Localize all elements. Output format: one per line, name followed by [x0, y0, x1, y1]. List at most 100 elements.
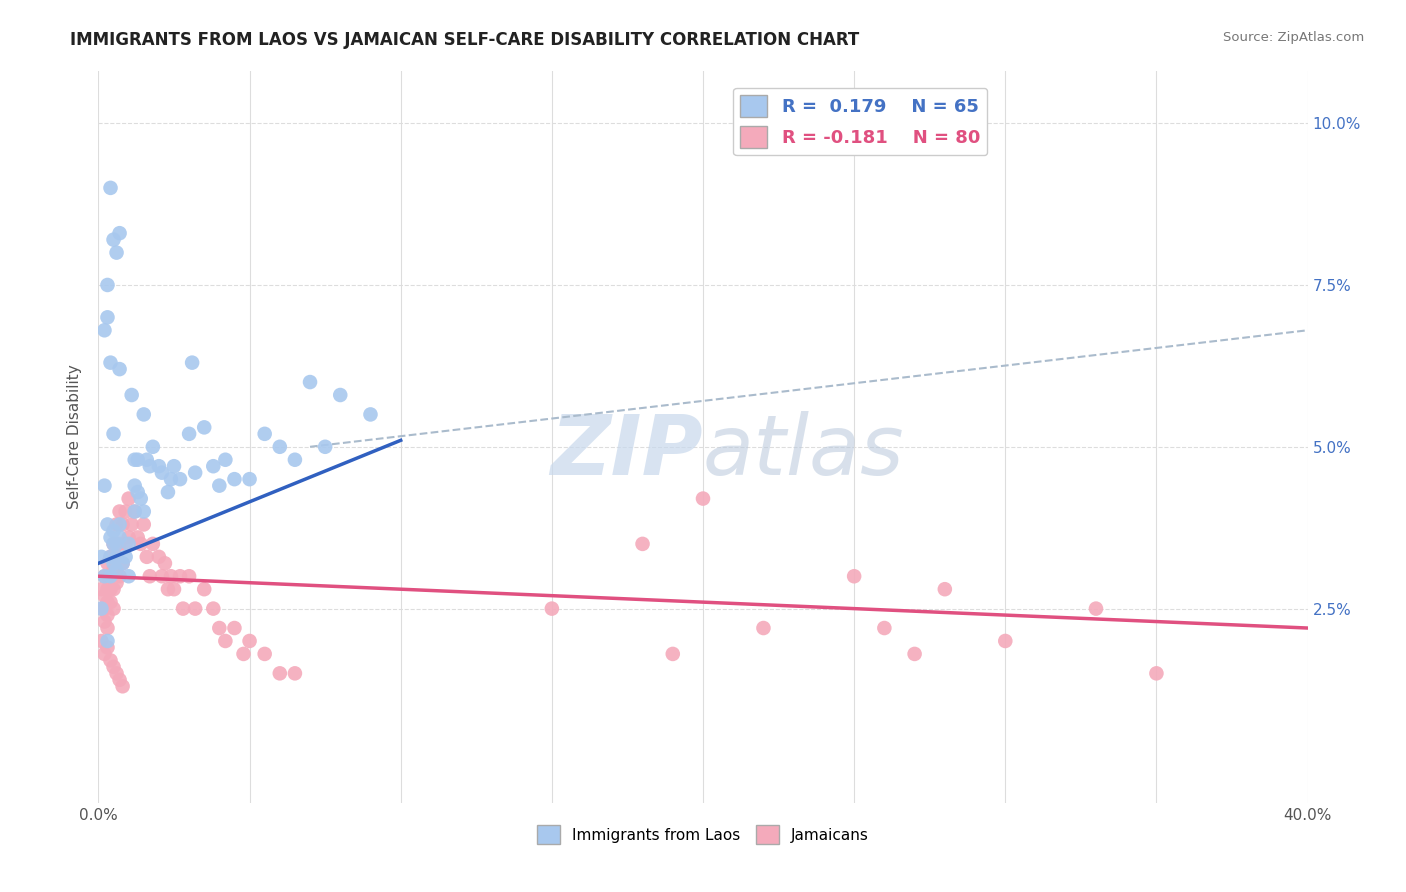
Point: [904, 647, 927, 661]
Point: [108, 226, 131, 240]
Point: [90, 582, 112, 597]
Point: [111, 557, 134, 571]
Point: [96, 595, 118, 609]
Point: [253, 647, 276, 661]
Point: [108, 517, 131, 532]
Point: [181, 356, 204, 370]
Point: [100, 181, 122, 195]
Point: [93, 478, 115, 492]
Point: [103, 426, 125, 441]
Point: [118, 569, 141, 583]
Point: [299, 375, 322, 389]
Point: [105, 549, 128, 564]
Point: [100, 653, 122, 667]
Point: [150, 466, 173, 480]
Point: [90, 634, 112, 648]
Point: [118, 537, 141, 551]
Point: [105, 575, 128, 590]
Point: [90, 549, 112, 564]
Point: [127, 530, 149, 544]
Point: [114, 549, 136, 564]
Point: [111, 517, 134, 532]
Point: [100, 569, 122, 583]
Point: [103, 601, 125, 615]
Point: [239, 634, 262, 648]
Point: [163, 459, 186, 474]
Point: [661, 647, 683, 661]
Point: [232, 647, 254, 661]
Point: [179, 426, 201, 441]
Point: [100, 595, 122, 609]
Point: [96, 640, 118, 655]
Point: [111, 679, 134, 693]
Point: [1085, 601, 1108, 615]
Point: [934, 582, 956, 597]
Point: [360, 408, 382, 422]
Point: [127, 485, 149, 500]
Text: Source: ZipAtlas.com: Source: ZipAtlas.com: [1223, 31, 1364, 45]
Point: [142, 537, 165, 551]
Point: [96, 621, 118, 635]
Point: [121, 388, 143, 402]
Point: [202, 601, 225, 615]
Point: [135, 452, 157, 467]
Point: [129, 491, 152, 506]
Point: [160, 472, 183, 486]
Point: [179, 569, 201, 583]
Point: [103, 660, 125, 674]
Point: [93, 589, 115, 603]
Point: [118, 530, 141, 544]
Point: [100, 582, 122, 597]
Point: [148, 549, 170, 564]
Point: [111, 557, 134, 571]
Point: [692, 491, 714, 506]
Point: [127, 452, 149, 467]
Point: [90, 601, 112, 615]
Point: [202, 459, 225, 474]
Point: [96, 557, 118, 571]
Point: [631, 537, 654, 551]
Point: [108, 673, 131, 687]
Point: [93, 569, 115, 583]
Point: [103, 582, 125, 597]
Point: [184, 466, 207, 480]
Point: [114, 537, 136, 551]
Point: [108, 569, 131, 583]
Point: [169, 472, 191, 486]
Point: [156, 582, 179, 597]
Point: [108, 537, 131, 551]
Point: [96, 582, 118, 597]
Point: [114, 504, 136, 518]
Point: [93, 601, 115, 615]
Point: [121, 517, 143, 532]
Point: [100, 549, 122, 564]
Point: [132, 517, 155, 532]
Point: [160, 569, 183, 583]
Point: [105, 517, 128, 532]
Point: [193, 420, 215, 434]
Point: [96, 634, 118, 648]
Point: [224, 621, 246, 635]
Point: [224, 472, 246, 486]
Point: [105, 245, 128, 260]
Point: [1144, 666, 1167, 681]
Point: [108, 362, 131, 376]
Point: [135, 549, 157, 564]
Point: [96, 517, 118, 532]
Point: [132, 504, 155, 518]
Point: [100, 569, 122, 583]
Point: [193, 582, 215, 597]
Point: [873, 621, 896, 635]
Point: [148, 459, 170, 474]
Point: [284, 452, 307, 467]
Point: [214, 452, 236, 467]
Text: atlas: atlas: [703, 411, 904, 492]
Point: [124, 452, 146, 467]
Point: [124, 504, 146, 518]
Point: [153, 557, 176, 571]
Point: [103, 524, 125, 538]
Point: [118, 491, 141, 506]
Point: [163, 582, 186, 597]
Legend: Immigrants from Laos, Jamaicans: Immigrants from Laos, Jamaicans: [531, 819, 875, 850]
Point: [100, 356, 122, 370]
